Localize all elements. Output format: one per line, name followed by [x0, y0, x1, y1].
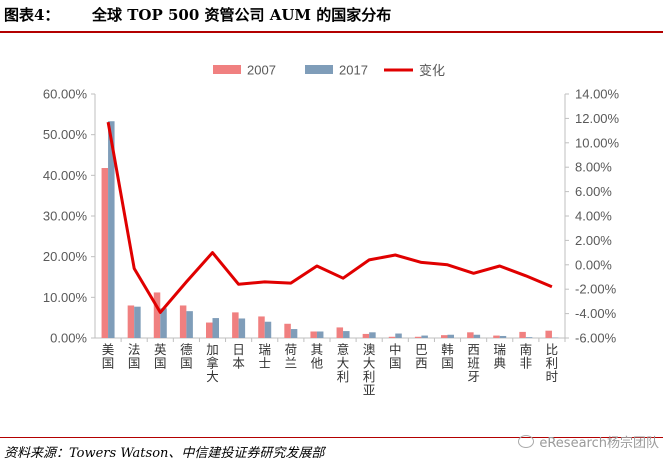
bar-2007	[362, 333, 370, 338]
category-label: 意大利	[337, 342, 350, 384]
category-label: 美国	[102, 342, 115, 371]
bar-2007	[467, 332, 474, 338]
category-label: 英国	[154, 342, 167, 371]
bar-2017	[395, 333, 402, 338]
bar-2017	[160, 308, 167, 338]
bar-2017	[447, 334, 454, 338]
legend-label-2007: 2007	[247, 63, 276, 78]
category-label: 巴西	[415, 342, 428, 371]
bar-2017	[186, 311, 193, 338]
bar-2017	[499, 335, 507, 338]
category-label: 其他	[311, 342, 324, 371]
change-series-line	[106, 121, 553, 314]
right-tick-label: 4.00%	[575, 209, 612, 224]
bar-2007	[179, 305, 187, 338]
right-tick-label: 14.00%	[575, 87, 620, 102]
left-tick-label: 50.00%	[43, 127, 88, 142]
bar-2007	[545, 330, 552, 338]
category-label: 法国	[128, 342, 141, 371]
category-label: 瑞士	[258, 342, 271, 371]
bar-2017	[212, 318, 219, 338]
bar-2017	[238, 318, 246, 338]
category-label: 德国	[180, 342, 193, 371]
right-tick-label: 10.00%	[575, 135, 620, 150]
bar-2007	[388, 336, 396, 338]
bar-2007	[493, 335, 500, 338]
figure-title-bar: 图表4： 全球 TOP 500 资管公司 AUM 的国家分布	[0, 2, 663, 28]
legend-label-change: 变化	[419, 63, 445, 78]
bar-2017	[421, 335, 428, 338]
category-label: 澳大利亚	[363, 342, 376, 398]
bar-2017	[343, 331, 350, 338]
bar-2017	[108, 121, 115, 338]
bar-2007	[127, 305, 135, 338]
bar-2007	[310, 331, 317, 338]
bar-2007	[206, 322, 213, 338]
bar-2017	[264, 321, 272, 338]
watermark: eResearch杨宗团队	[518, 432, 659, 451]
category-label: 比利时	[546, 342, 559, 384]
bar-2007	[519, 331, 526, 338]
left-tick-label: 0.00%	[50, 331, 87, 346]
right-tick-label: -6.00%	[575, 331, 617, 346]
bar-2007	[153, 292, 161, 338]
left-tick-label: 10.00%	[43, 290, 88, 305]
legend-label-2017: 2017	[339, 63, 368, 78]
category-label: 日本	[232, 342, 245, 371]
category-label: 加拿大	[206, 342, 219, 384]
figure-label: 图表4：	[4, 6, 60, 24]
bar-2017	[473, 334, 481, 338]
source-note: 资料来源：Towers Watson、中信建投证券研究发展部	[4, 446, 325, 461]
bar-2017	[134, 306, 141, 338]
category-label: 南非	[520, 342, 533, 371]
category-label: 瑞典	[493, 342, 506, 371]
category-label: 韩国	[441, 342, 454, 371]
category-label: 荷兰	[285, 342, 298, 371]
source-rule	[0, 437, 663, 438]
left-tick-label: 40.00%	[43, 168, 88, 183]
category-label: 中国	[389, 342, 402, 371]
bar-2007	[414, 336, 422, 338]
legend-swatch-2017	[305, 65, 333, 74]
bar-2007	[336, 327, 344, 338]
bar-2017	[290, 329, 298, 338]
figure-title: 全球 TOP 500 资管公司 AUM 的国家分布	[92, 6, 392, 24]
left-tick-label: 60.00%	[43, 87, 88, 102]
aum-country-chart: 0.00% 10.00% 20.00% 30.00% 40.00% 50.00% 60.00…	[43, 63, 620, 398]
bar-2007	[232, 312, 239, 338]
right-tick-label: 2.00%	[575, 233, 612, 248]
right-tick-label: 6.00%	[575, 184, 612, 199]
category-label: 西班牙	[467, 342, 480, 384]
right-tick-label: -2.00%	[575, 282, 617, 297]
bar-2017	[525, 337, 533, 338]
bar-2007	[101, 168, 109, 338]
right-tick-label: 12.00%	[575, 111, 620, 126]
legend-swatch-2007	[213, 65, 241, 74]
bar-2007	[441, 335, 448, 338]
bar-2007	[258, 316, 265, 338]
right-tick-label: 0.00%	[575, 257, 612, 272]
bar-2017	[316, 331, 324, 338]
bar-2007	[284, 323, 291, 338]
right-tick-label: -4.00%	[575, 306, 617, 321]
wechat-icon	[518, 435, 535, 448]
watermark-text: eResearch杨宗团队	[539, 436, 659, 451]
right-tick-label: 8.00%	[575, 160, 612, 175]
left-tick-label: 20.00%	[43, 249, 88, 264]
title-rule	[0, 31, 663, 33]
bar-2017	[369, 332, 376, 338]
left-tick-label: 30.00%	[43, 209, 88, 224]
